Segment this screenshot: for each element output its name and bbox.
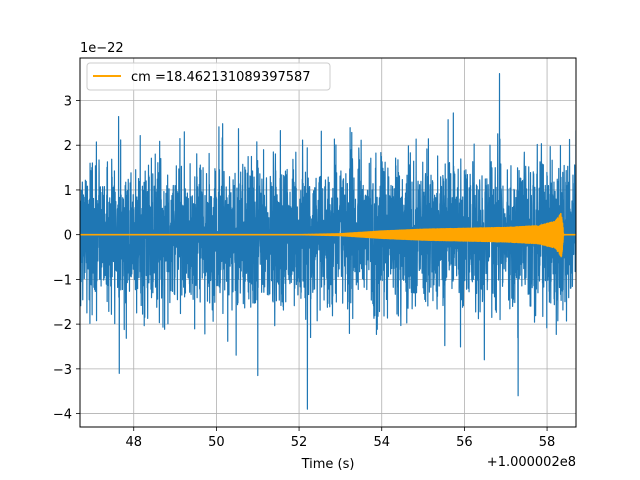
- y-tick-label: 3: [64, 94, 72, 109]
- y-scale-label: 1e−22: [80, 41, 124, 56]
- legend: cm =18.462131089397587: [86, 62, 331, 91]
- y-tick-label: 1: [64, 184, 72, 199]
- y-tick-label: 0: [64, 229, 72, 244]
- y-tick-label: −1: [53, 273, 72, 288]
- x-tick-label: 58: [539, 435, 556, 450]
- legend-entry-label: cm =18.462131089397587: [131, 70, 311, 85]
- plot-frame: [79, 57, 577, 428]
- x-tick-label: 52: [291, 435, 308, 450]
- x-tick-label: 54: [373, 435, 390, 450]
- noise-series-line: [80, 73, 576, 410]
- x-axis-label: Time (s): [301, 457, 355, 472]
- chirp-series-line: [80, 212, 576, 258]
- y-tick-label: −4: [53, 408, 72, 423]
- series-layer: [80, 73, 576, 410]
- x-offset-label: +1.000002e8: [487, 455, 576, 470]
- y-tick-label: −2: [53, 318, 72, 333]
- x-tick-label: 50: [208, 435, 225, 450]
- legend-box: [86, 62, 331, 91]
- x-tick-label: 56: [456, 435, 473, 450]
- y-tick-label: −3: [53, 363, 72, 378]
- y-tick-label: 2: [64, 139, 72, 154]
- ticks: 48 50 52 54 56 58 −4 −3 −2 −1 0 1 2 3: [53, 94, 556, 450]
- x-tick-label: 48: [125, 435, 142, 450]
